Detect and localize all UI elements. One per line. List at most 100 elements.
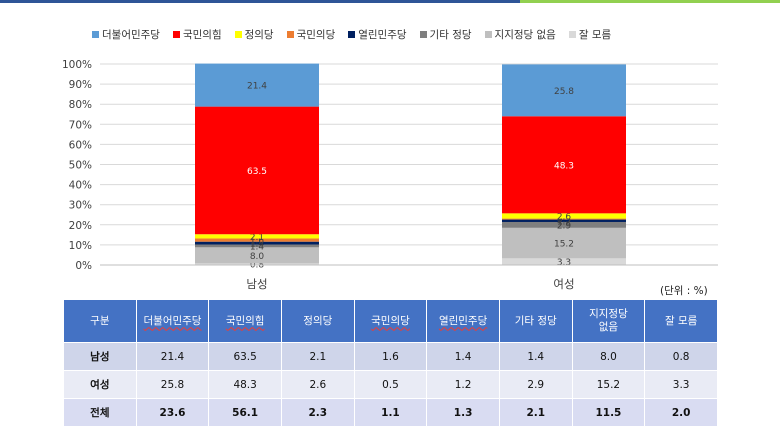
table-row-male: 남성 21.4 63.5 2.1 1.6 1.4 1.4 8.0 0.8 bbox=[63, 342, 718, 371]
header-unknown: 잘 모름 bbox=[644, 299, 718, 343]
legend-swatch bbox=[234, 30, 242, 38]
table-cell: 2.9 bbox=[498, 370, 573, 399]
table-cell: 1.1 bbox=[353, 398, 428, 427]
bar-segment bbox=[502, 221, 626, 228]
table-cell: 전체 bbox=[63, 398, 137, 427]
header-open-democratic: 열린민주당 bbox=[426, 299, 500, 343]
legend-item: 잘 모름 bbox=[568, 27, 612, 42]
x-category-label: 여성 bbox=[553, 277, 574, 290]
table-cell: 8.0 bbox=[571, 342, 646, 371]
y-tick-label: 0% bbox=[75, 260, 92, 272]
bar-data-label: 25.8 bbox=[554, 87, 574, 97]
table-cell: 2.3 bbox=[280, 398, 355, 427]
bar-data-label: 63.5 bbox=[247, 167, 267, 177]
table-cell: 21.4 bbox=[135, 342, 210, 371]
table-cell: 여성 bbox=[63, 370, 137, 399]
stacked-bar-chart: 0%10%20%30%40%50%60%70%80%90%100%0.88.01… bbox=[62, 59, 718, 290]
legend-item: 지지정당 없음 bbox=[484, 27, 556, 42]
table-cell: 1.3 bbox=[426, 398, 500, 427]
bar-data-label: 1.4 bbox=[250, 240, 265, 250]
legend-label: 기타 정당 bbox=[429, 28, 472, 41]
bar-segment bbox=[502, 218, 626, 220]
table-cell: 3.3 bbox=[644, 370, 718, 399]
table-row-total: 전체 23.6 56.1 2.3 1.1 1.3 2.1 11.5 2.0 bbox=[63, 398, 718, 427]
legend-swatch bbox=[348, 30, 356, 38]
bar-data-label: 0.5 bbox=[557, 216, 571, 226]
y-tick-label: 80% bbox=[69, 99, 92, 111]
chart-legend: 더불어민주당 국민의힘 정의당 국민의당 열린민주당 기타 정당 지지정당 없음 잘 모름 bbox=[92, 27, 624, 41]
bar-segment bbox=[195, 234, 319, 239]
bar-data-label: 2.1 bbox=[250, 233, 264, 243]
bar-segment bbox=[502, 258, 626, 265]
legend-label: 열린민주당 bbox=[358, 28, 407, 41]
bar-data-label: 1.4 bbox=[250, 242, 265, 252]
table-cell: 15.2 bbox=[571, 370, 646, 399]
bar-segment bbox=[502, 116, 626, 214]
bar-data-label: 21.4 bbox=[247, 82, 267, 92]
header-democratic-label: 더불어민주당 bbox=[143, 314, 202, 327]
bar-segment bbox=[195, 244, 319, 248]
top-accent-line bbox=[0, 0, 520, 3]
legend-swatch bbox=[286, 30, 294, 38]
table-cell: 63.5 bbox=[208, 342, 282, 371]
legend-label: 더불어민주당 bbox=[102, 28, 160, 41]
bar-data-label: 15.2 bbox=[554, 240, 574, 250]
bar-data-label: 1.6 bbox=[250, 237, 265, 247]
table-row-female: 여성 25.8 48.3 2.6 0.5 1.2 2.9 15.2 3.3 bbox=[63, 370, 718, 399]
legend-label: 잘 모름 bbox=[578, 28, 612, 41]
table-cell: 1.4 bbox=[426, 342, 500, 371]
legend-label: 정의당 bbox=[244, 28, 274, 41]
table-cell: 25.8 bbox=[135, 370, 210, 399]
header-other: 기타 정당 bbox=[498, 299, 573, 343]
bar-data-label: 0.8 bbox=[250, 261, 265, 271]
bar-segment bbox=[195, 238, 319, 242]
legend-label: 지지정당 없음 bbox=[494, 28, 556, 41]
legend-item: 국민의힘 bbox=[172, 27, 222, 42]
table-cell: 56.1 bbox=[208, 398, 282, 427]
table-cell: 2.1 bbox=[280, 342, 355, 371]
table-cell: 1.6 bbox=[353, 342, 428, 371]
legend-item: 더불어민주당 bbox=[92, 27, 160, 42]
y-tick-label: 60% bbox=[69, 139, 92, 151]
table-cell: 2.0 bbox=[644, 398, 718, 427]
bar-data-label: 8.0 bbox=[250, 252, 265, 262]
y-tick-label: 20% bbox=[69, 220, 92, 232]
top-accent-line-green bbox=[520, 0, 780, 3]
y-tick-label: 30% bbox=[69, 200, 92, 212]
bar-segment bbox=[195, 241, 319, 245]
header-democratic: 더불어민주당 bbox=[135, 299, 210, 343]
y-tick-label: 50% bbox=[69, 160, 92, 172]
table-cell: 0.8 bbox=[644, 342, 718, 371]
table-cell: 남성 bbox=[63, 342, 137, 371]
bar-segment bbox=[195, 63, 319, 107]
legend-swatch bbox=[172, 30, 180, 38]
legend-swatch bbox=[484, 30, 492, 38]
legend-swatch bbox=[92, 30, 99, 38]
legend-swatch bbox=[419, 30, 427, 38]
y-tick-label: 100% bbox=[62, 59, 92, 71]
legend-label: 국민의당 bbox=[296, 28, 336, 41]
legend-item: 열린민주당 bbox=[348, 27, 407, 42]
table-cell: 48.3 bbox=[208, 370, 282, 399]
legend-item: 정의당 bbox=[234, 27, 274, 42]
bar-segment bbox=[195, 106, 319, 235]
unit-label: (단위 : %) bbox=[660, 285, 708, 297]
x-category-label: 남성 bbox=[246, 277, 267, 290]
table-cell: 11.5 bbox=[571, 398, 646, 427]
header-no-party-label: 지지정당 없음 bbox=[589, 308, 628, 333]
bar-data-label: 2.6 bbox=[557, 212, 572, 222]
header-ppp: 국민의힘 bbox=[208, 299, 282, 343]
table-cell: 2.6 bbox=[280, 370, 355, 399]
header-open-democratic-label: 열린민주당 bbox=[438, 314, 488, 327]
table-cell: 0.5 bbox=[353, 370, 428, 399]
y-tick-label: 90% bbox=[69, 79, 92, 91]
table-cell: 23.6 bbox=[135, 398, 210, 427]
legend-item: 기타 정당 bbox=[419, 27, 472, 42]
table-cell: 1.2 bbox=[426, 370, 500, 399]
table-cell: 2.1 bbox=[498, 398, 573, 427]
header-peoples-party-label: 국민의당 bbox=[371, 314, 410, 327]
header-ppp-label: 국민의힘 bbox=[225, 314, 265, 327]
data-table: 구분 더불어민주당 국민의힘 정의당 국민의당 열린민주당 기타 정당 지지정당… bbox=[63, 299, 718, 427]
legend-label: 국민의힘 bbox=[182, 28, 222, 41]
y-tick-label: 40% bbox=[69, 180, 92, 192]
